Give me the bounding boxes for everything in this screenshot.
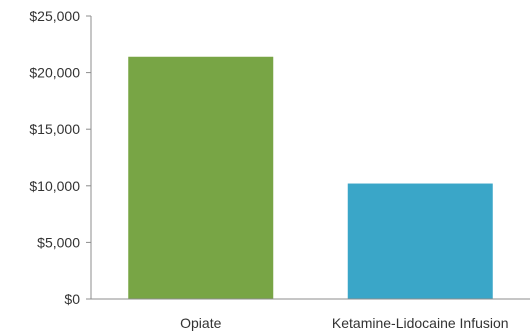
x-category-label: Opiate [180, 315, 221, 331]
bar-opiate [128, 56, 274, 299]
bar-ketamine-lidocaine-infusion [347, 183, 493, 299]
y-axis-ticks: $0 $5,000 $10,000 $15,000 $20,000 $25,000 [29, 8, 91, 307]
x-axis-labels: Opiate Ketamine-Lidocaine Infusion [180, 315, 508, 331]
y-tick-label: $25,000 [29, 8, 80, 24]
bars-group [128, 56, 493, 299]
y-tick-label: $0 [64, 291, 80, 307]
x-category-label: Ketamine-Lidocaine Infusion [332, 315, 509, 331]
y-tick-label: $5,000 [37, 234, 80, 250]
y-tick-label: $10,000 [29, 178, 80, 194]
y-tick-label: $15,000 [29, 121, 80, 137]
y-tick-label: $20,000 [29, 65, 80, 81]
